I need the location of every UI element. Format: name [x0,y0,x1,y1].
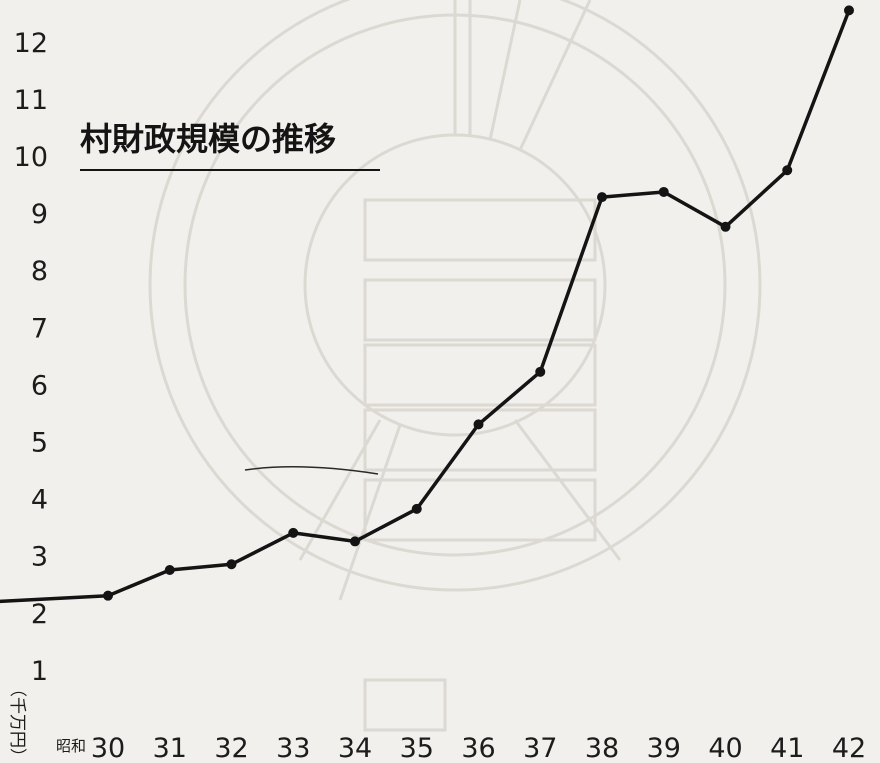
x-tick-label: 34 [338,733,372,763]
data-point [844,5,854,16]
data-point [535,366,546,377]
y-tick-label: 9 [31,199,48,230]
data-point [288,527,299,538]
x-tick-label: 42 [832,733,866,763]
x-tick-label: 39 [647,733,681,763]
stray-pen-mark [244,466,379,475]
y-tick-label: 5 [31,428,48,459]
plot-area [0,5,854,604]
data-point [350,536,360,547]
series-line [0,8,851,604]
chart-title: 村財政規模の推移 [80,120,336,158]
unit-label: （千万円） [7,680,27,763]
x-tick-label: 38 [585,733,619,763]
y-tick-label: 12 [14,28,48,59]
x-tick-label: 30 [91,733,125,763]
data-point [103,590,113,601]
data-point [473,419,484,430]
x-tick-label: 35 [400,733,434,763]
y-tick-label: 2 [31,599,48,630]
data-point [226,559,237,570]
y-tick-label: 10 [14,142,48,173]
data-point [720,221,731,232]
x-axis: 30 31 32 33 34 35 36 37 38 39 40 41 42 [91,733,866,763]
y-tick-label: 8 [31,256,48,287]
era-label: 昭和 [56,737,86,755]
y-tick-label: 6 [31,370,48,401]
x-tick-label: 41 [770,733,804,763]
background-watermark [148,0,762,732]
data-point [411,503,422,514]
x-tick-label: 40 [708,733,742,763]
x-tick-label: 37 [523,733,557,763]
data-point [597,192,607,203]
x-tick-label: 36 [461,733,495,763]
x-tick-label: 32 [214,733,248,763]
y-tick-label: 4 [31,485,48,516]
x-tick-label: 31 [153,733,187,763]
data-point [164,564,175,575]
y-tick-label: 3 [31,542,48,573]
y-tick-label: 11 [14,85,48,116]
data-point [658,186,669,197]
y-tick-label: 1 [31,656,48,687]
y-tick-label: 7 [31,313,48,344]
data-point [782,165,793,176]
x-tick-label: 33 [276,733,310,763]
